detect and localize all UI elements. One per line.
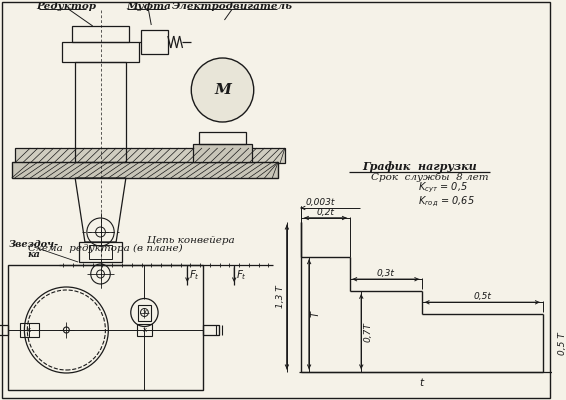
Text: $F_t$: $F_t$ bbox=[189, 268, 200, 282]
Text: 0,2t: 0,2t bbox=[316, 208, 335, 217]
Text: 1,3 T: 1,3 T bbox=[276, 286, 285, 308]
Text: 0,5 T: 0,5 T bbox=[558, 332, 566, 354]
Bar bbox=[62, 42, 139, 62]
Text: $F_t$: $F_t$ bbox=[236, 268, 247, 282]
Text: T: T bbox=[311, 311, 321, 317]
Circle shape bbox=[191, 58, 254, 122]
Bar bbox=[138, 304, 151, 320]
Bar bbox=[75, 62, 126, 162]
Text: t: t bbox=[419, 378, 423, 388]
Text: График  нагрузки: График нагрузки bbox=[362, 161, 477, 172]
Bar bbox=[12, 162, 278, 178]
Bar bbox=[193, 144, 252, 162]
Text: Срок  службы  8 лет: Срок службы 8 лет bbox=[371, 172, 488, 182]
Text: $K_{год}$ = 0,65: $K_{год}$ = 0,65 bbox=[418, 195, 474, 209]
Bar bbox=[203, 325, 218, 335]
Bar bbox=[8, 265, 203, 390]
Bar bbox=[15, 148, 285, 163]
Text: 0,003t: 0,003t bbox=[305, 198, 335, 207]
Text: 0,7T: 0,7T bbox=[363, 322, 372, 342]
Bar bbox=[199, 132, 246, 144]
Text: Муфта: Муфта bbox=[126, 2, 171, 11]
Text: Редуктор: Редуктор bbox=[36, 2, 96, 11]
Bar bbox=[79, 242, 122, 262]
Bar bbox=[136, 324, 152, 336]
Bar bbox=[72, 26, 129, 42]
Bar bbox=[19, 323, 39, 337]
Text: М: М bbox=[214, 83, 231, 97]
Text: 0,3t: 0,3t bbox=[377, 269, 395, 278]
Text: Электродвигатель: Электродвигатель bbox=[171, 2, 293, 11]
Text: Схема  редуктора (в плане): Схема редуктора (в плане) bbox=[28, 244, 183, 253]
Text: x: x bbox=[143, 327, 147, 333]
Text: $K_{сут}$ = 0,5: $K_{сут}$ = 0,5 bbox=[418, 181, 468, 195]
Bar bbox=[0, 325, 8, 335]
Text: Звездоч-
ка: Звездоч- ка bbox=[9, 240, 59, 260]
Text: x: x bbox=[27, 327, 31, 333]
Bar bbox=[140, 30, 168, 54]
Text: Цепь конвейера: Цепь конвейера bbox=[148, 236, 235, 245]
Bar bbox=[89, 245, 112, 259]
Text: 0,5t: 0,5t bbox=[473, 292, 491, 301]
Text: x: x bbox=[143, 310, 147, 316]
